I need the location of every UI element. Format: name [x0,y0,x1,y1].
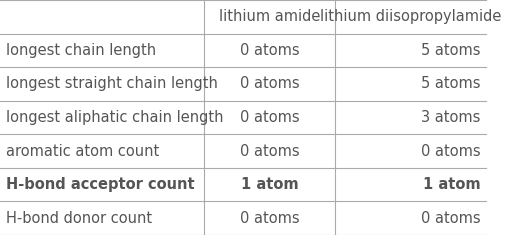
Text: 3 atoms: 3 atoms [421,110,480,125]
Text: 0 atoms: 0 atoms [240,211,300,226]
Text: 5 atoms: 5 atoms [421,43,480,58]
Text: 0 atoms: 0 atoms [421,211,480,226]
Text: 0 atoms: 0 atoms [240,43,300,58]
Text: H-bond acceptor count: H-bond acceptor count [6,177,195,192]
Text: longest chain length: longest chain length [6,43,156,58]
Text: 0 atoms: 0 atoms [240,76,300,91]
Text: 0 atoms: 0 atoms [421,144,480,159]
Text: H-bond donor count: H-bond donor count [6,211,152,226]
Text: 1 atom: 1 atom [423,177,480,192]
Text: lithium amide: lithium amide [219,9,320,24]
Text: longest straight chain length: longest straight chain length [6,76,218,91]
Text: 0 atoms: 0 atoms [240,110,300,125]
Text: longest aliphatic chain length: longest aliphatic chain length [6,110,224,125]
Text: lithium diisopropylamide: lithium diisopropylamide [320,9,502,24]
Text: 5 atoms: 5 atoms [421,76,480,91]
Text: aromatic atom count: aromatic atom count [6,144,159,159]
Text: 1 atom: 1 atom [241,177,299,192]
Text: 0 atoms: 0 atoms [240,144,300,159]
